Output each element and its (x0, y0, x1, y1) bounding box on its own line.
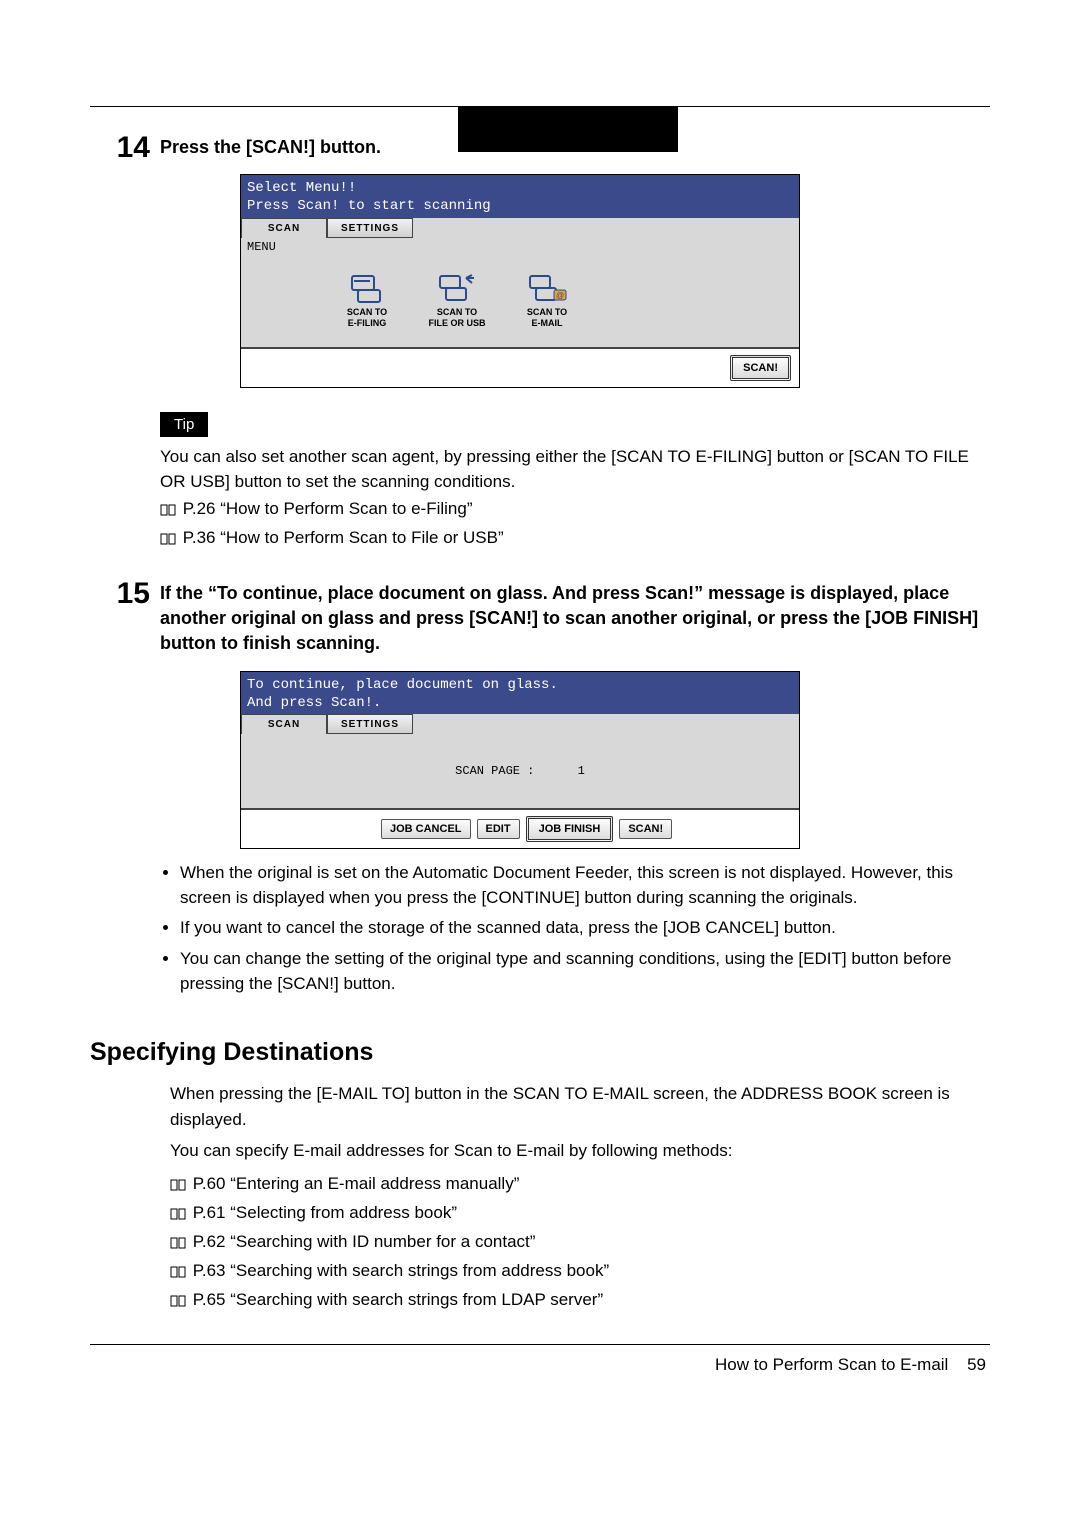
book-icon (170, 1288, 188, 1315)
option-label-line2: FILE OR USB (421, 319, 493, 329)
list-item: You can change the setting of the origin… (180, 947, 990, 996)
tip-text: You can also set another scan agent, by … (160, 445, 990, 494)
reference-line: P.26 “How to Perform Scan to e-Filing” (160, 495, 990, 524)
book-icon (170, 1172, 188, 1199)
reference-line: P.61 “Selecting from address book” (170, 1199, 990, 1228)
tab-scan[interactable]: SCAN (241, 714, 327, 734)
list-item: When the original is set on the Automati… (180, 861, 990, 910)
list-item: If you want to cancel the storage of the… (180, 916, 990, 941)
reference-line: P.63 “Searching with search strings from… (170, 1257, 990, 1286)
notes-list: When the original is set on the Automati… (160, 861, 990, 996)
header-line: Select Menu!! (247, 179, 793, 197)
reference-line: P.65 “Searching with search strings from… (170, 1286, 990, 1315)
printer-icon (346, 272, 388, 306)
side-tab (458, 106, 678, 152)
step-title: If the “To continue, place document on g… (160, 581, 990, 657)
scan-to-efiling-button[interactable]: SCAN TO E-FILING (331, 272, 403, 330)
screen-tabs: SCAN SETTINGS (241, 218, 799, 238)
screen-footer: JOB CANCEL EDIT JOB FINISH SCAN! (241, 808, 799, 848)
scan-button[interactable]: SCAN! (730, 355, 791, 381)
scan-button[interactable]: SCAN! (619, 819, 672, 839)
reference-text: P.65 “Searching with search strings from… (193, 1290, 603, 1309)
screen-footer: SCAN! (241, 347, 799, 387)
option-label-line1: SCAN TO (421, 308, 493, 318)
section-heading: Specifying Destinations (90, 1038, 990, 1067)
option-label-line1: SCAN TO (331, 308, 403, 318)
option-label-line2: E-MAIL (511, 319, 583, 329)
device-screen-15: To continue, place document on glass. An… (240, 671, 800, 849)
body-paragraph: When pressing the [E-MAIL TO] button in … (170, 1081, 990, 1132)
reference-line: P.60 “Entering an E-mail address manuall… (170, 1170, 990, 1199)
rule-bottom (90, 1344, 990, 1345)
scan-page-status: SCAN PAGE : 1 (241, 734, 799, 808)
printer-usb-icon (436, 272, 478, 306)
option-label-line1: SCAN TO (511, 308, 583, 318)
scan-page-value: 1 (578, 764, 585, 778)
tab-scan[interactable]: SCAN (241, 218, 327, 238)
scan-options: SCAN TO E-FILING SCAN TO FILE OR USB (241, 262, 799, 348)
scan-page-label: SCAN PAGE : (455, 764, 534, 778)
header-line: And press Scan!. (247, 694, 793, 712)
body-paragraph: You can specify E-mail addresses for Sca… (170, 1138, 990, 1164)
step-body: If the “To continue, place document on g… (160, 577, 990, 1002)
reference-text: P.62 “Searching with ID number for a con… (193, 1232, 536, 1251)
book-icon (160, 497, 178, 524)
device-screen-14: Select Menu!! Press Scan! to start scann… (240, 174, 800, 388)
scan-to-email-button[interactable]: @ SCAN TO E-MAIL (511, 272, 583, 330)
page-number: 59 (967, 1355, 986, 1374)
book-icon (170, 1230, 188, 1257)
edit-button[interactable]: EDIT (477, 819, 520, 839)
page-footer: How to Perform Scan to E-mail 59 (90, 1355, 990, 1375)
reference-line: P.62 “Searching with ID number for a con… (170, 1228, 990, 1257)
svg-text:@: @ (556, 291, 564, 300)
menu-label: MENU (241, 238, 799, 262)
job-finish-button[interactable]: JOB FINISH (526, 816, 614, 842)
reference-line: P.36 “How to Perform Scan to File or USB… (160, 524, 990, 553)
screen-header: Select Menu!! Press Scan! to start scann… (241, 175, 799, 217)
footer-title: How to Perform Scan to E-mail (715, 1355, 948, 1374)
reference-text: P.60 “Entering an E-mail address manuall… (193, 1174, 520, 1193)
header-line: To continue, place document on glass. (247, 676, 793, 694)
option-label-line2: E-FILING (331, 319, 403, 329)
book-icon (160, 526, 178, 553)
screen-tabs: SCAN SETTINGS (241, 714, 799, 734)
tab-settings[interactable]: SETTINGS (327, 218, 413, 238)
book-icon (170, 1201, 188, 1228)
page: 14 Press the [SCAN!] button. Select Menu… (0, 106, 1080, 1415)
reference-text: P.26 “How to Perform Scan to e-Filing” (183, 499, 473, 518)
step-15: 15 If the “To continue, place document o… (90, 577, 990, 1002)
step-14: 14 Press the [SCAN!] button. Select Menu… (90, 131, 990, 553)
scan-to-file-usb-button[interactable]: SCAN TO FILE OR USB (421, 272, 493, 330)
job-cancel-button[interactable]: JOB CANCEL (381, 819, 471, 839)
reference-text: P.63 “Searching with search strings from… (193, 1261, 609, 1280)
book-icon (170, 1259, 188, 1286)
printer-email-icon: @ (526, 272, 568, 306)
reference-list: P.60 “Entering an E-mail address manuall… (170, 1170, 990, 1316)
reference-text: P.36 “How to Perform Scan to File or USB… (183, 528, 504, 547)
tab-settings[interactable]: SETTINGS (327, 714, 413, 734)
screen-header: To continue, place document on glass. An… (241, 672, 799, 714)
tip-label: Tip (160, 412, 208, 437)
reference-text: P.61 “Selecting from address book” (193, 1203, 457, 1222)
step-number: 14 (90, 131, 160, 553)
header-line: Press Scan! to start scanning (247, 197, 793, 215)
step-body: Press the [SCAN!] button. Select Menu!! … (160, 131, 990, 553)
step-number: 15 (90, 577, 160, 1002)
